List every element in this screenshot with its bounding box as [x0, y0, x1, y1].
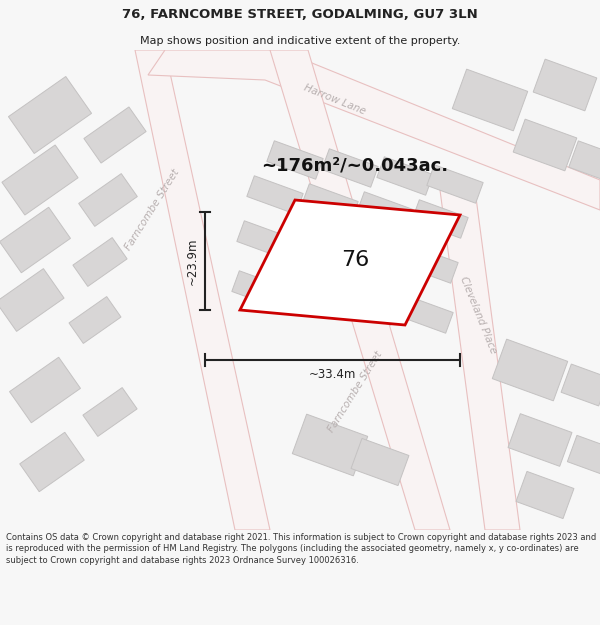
- Polygon shape: [237, 221, 293, 259]
- Polygon shape: [292, 229, 348, 268]
- Polygon shape: [20, 432, 84, 492]
- Polygon shape: [292, 414, 368, 476]
- Polygon shape: [287, 279, 343, 318]
- Polygon shape: [0, 269, 64, 331]
- Polygon shape: [8, 76, 92, 154]
- Polygon shape: [427, 165, 483, 203]
- Polygon shape: [508, 414, 572, 466]
- Polygon shape: [412, 200, 468, 238]
- Polygon shape: [2, 145, 78, 215]
- Polygon shape: [516, 471, 574, 519]
- Text: Harrow Lane: Harrow Lane: [302, 83, 367, 117]
- Polygon shape: [342, 287, 398, 325]
- Polygon shape: [135, 50, 270, 530]
- Text: Contains OS data © Crown copyright and database right 2021. This information is : Contains OS data © Crown copyright and d…: [6, 533, 596, 565]
- Polygon shape: [568, 436, 600, 474]
- Polygon shape: [492, 339, 568, 401]
- Polygon shape: [240, 200, 460, 325]
- Polygon shape: [561, 364, 600, 406]
- Text: 76: 76: [341, 250, 369, 270]
- Polygon shape: [247, 176, 303, 214]
- Text: Farncombe Street: Farncombe Street: [123, 168, 181, 252]
- Polygon shape: [267, 141, 323, 179]
- Polygon shape: [440, 190, 520, 530]
- Polygon shape: [0, 208, 70, 272]
- Polygon shape: [302, 184, 358, 222]
- Polygon shape: [69, 297, 121, 343]
- Polygon shape: [377, 157, 433, 195]
- Polygon shape: [533, 59, 597, 111]
- Polygon shape: [569, 141, 600, 179]
- Polygon shape: [351, 438, 409, 486]
- Text: ~176m²/~0.043ac.: ~176m²/~0.043ac.: [262, 156, 449, 174]
- Polygon shape: [513, 119, 577, 171]
- Text: Cleveland Place: Cleveland Place: [458, 275, 498, 355]
- Polygon shape: [452, 69, 528, 131]
- Polygon shape: [73, 238, 127, 286]
- Polygon shape: [79, 174, 137, 226]
- Text: Map shows position and indicative extent of the property.: Map shows position and indicative extent…: [140, 36, 460, 46]
- Polygon shape: [148, 50, 600, 210]
- Polygon shape: [357, 192, 413, 230]
- Polygon shape: [10, 357, 80, 422]
- Polygon shape: [84, 107, 146, 163]
- Text: ~33.4m: ~33.4m: [309, 369, 356, 381]
- Text: Farncombe Street: Farncombe Street: [326, 349, 384, 434]
- Polygon shape: [322, 149, 378, 188]
- Text: ~23.9m: ~23.9m: [185, 238, 199, 285]
- Polygon shape: [83, 388, 137, 436]
- Polygon shape: [270, 50, 450, 530]
- Polygon shape: [232, 271, 288, 309]
- Polygon shape: [402, 245, 458, 283]
- Polygon shape: [397, 295, 453, 333]
- Text: 76, FARNCOMBE STREET, GODALMING, GU7 3LN: 76, FARNCOMBE STREET, GODALMING, GU7 3LN: [122, 9, 478, 21]
- Polygon shape: [347, 237, 403, 275]
